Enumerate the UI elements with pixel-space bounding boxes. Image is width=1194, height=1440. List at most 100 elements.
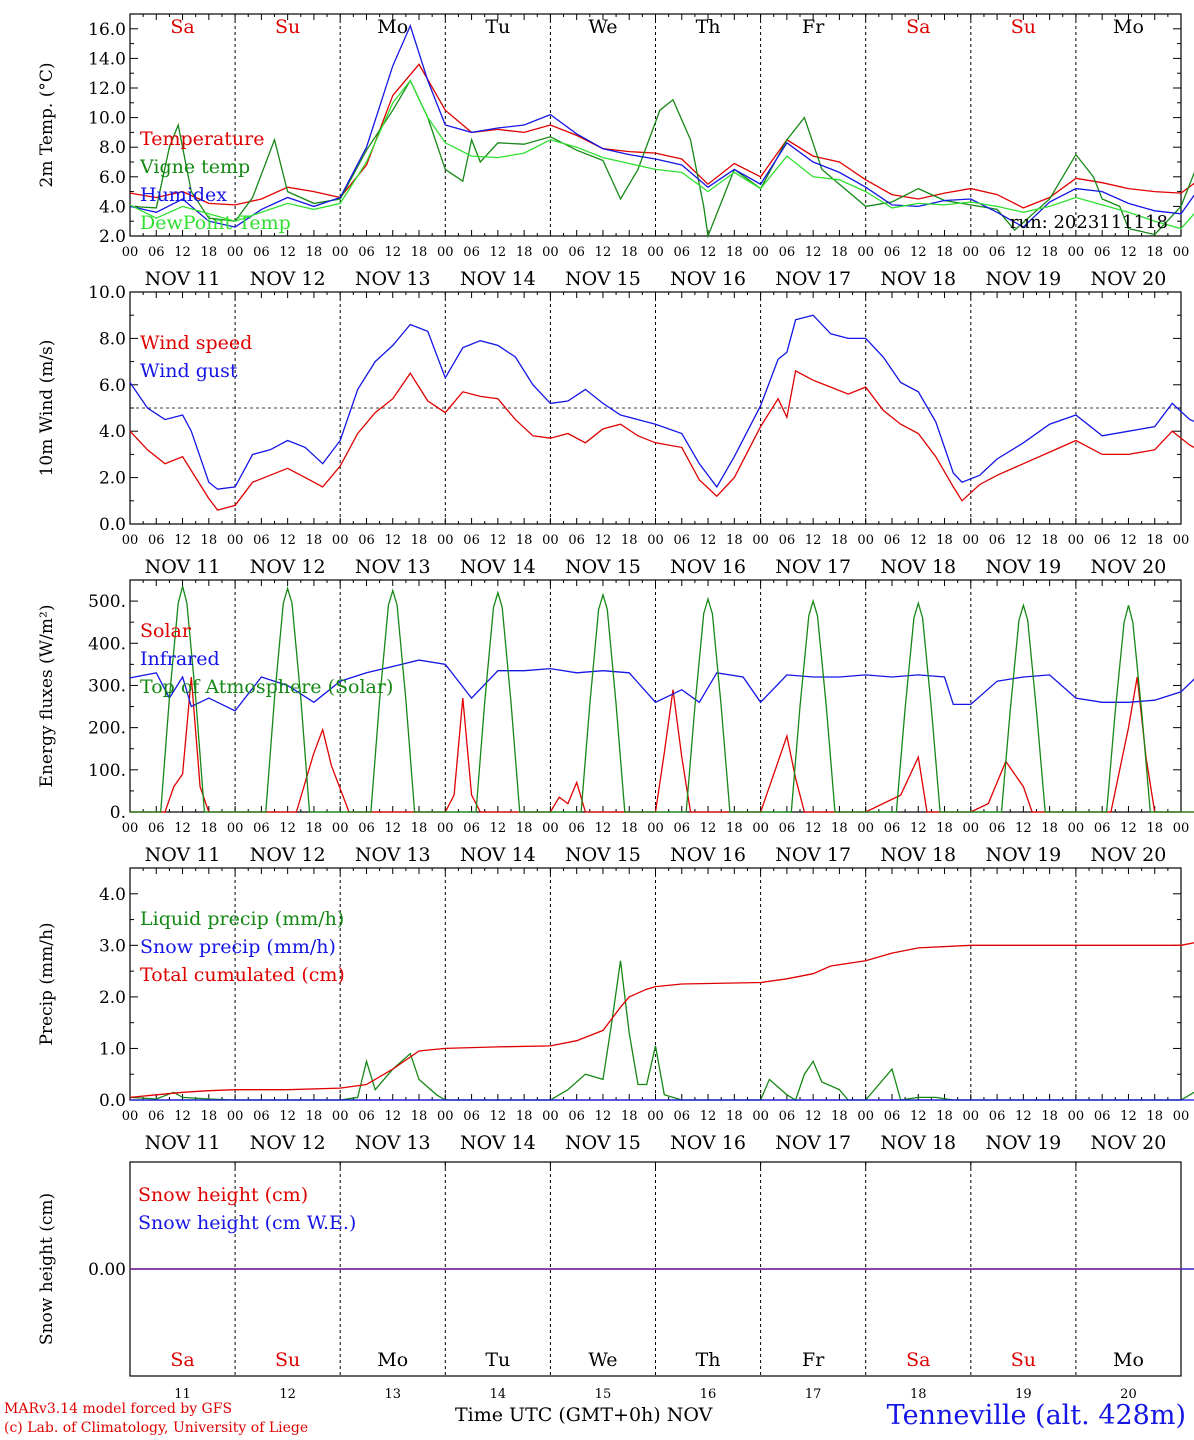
hour-tick-label: 06 [463,533,480,548]
hour-tick-label: 18 [1146,1109,1163,1124]
hour-tick-label: 00 [437,245,454,260]
hour-tick-label: 00 [963,821,980,836]
date-label: NOV 15 [565,1132,641,1154]
hour-tick-label: 18 [516,533,533,548]
series-line-dewpoint-temp [129,79,1194,230]
hour-tick-label: 12 [1015,821,1032,836]
date-label: NOV 20 [1091,556,1167,578]
hour-tick-label: 12 [805,1109,822,1124]
weekday-label: Th [696,16,721,38]
hour-tick-label: 12 [805,533,822,548]
hour-tick-label: 18 [306,1109,323,1124]
hour-tick-label: 12 [805,245,822,260]
hour-tick-label: 00 [647,533,664,548]
hour-tick-label: 00 [752,533,769,548]
hour-tick-label: 06 [463,245,480,260]
hour-tick-label: 18 [936,245,953,260]
y-axis-label: Snow height (cm) [37,1193,57,1345]
y-tick-label: 2.0 [99,469,126,489]
date-label: NOV 14 [460,556,536,578]
hour-tick-label: 12 [279,533,296,548]
series-line-temperature [129,63,1194,209]
hour-tick-label: 00 [1068,533,1085,548]
date-label: NOV 13 [355,844,431,866]
weekday-label: Fr [802,1349,825,1371]
y-tick-label: 2.0 [99,988,126,1008]
x-axis-title: Time UTC (GMT+0h) NOV [455,1404,713,1426]
hour-tick-label: 12 [595,533,612,548]
hour-tick-label: 18 [1146,533,1163,548]
hour-tick-label: 06 [358,533,375,548]
hour-tick-label: 00 [227,1109,244,1124]
hour-tick-label: 06 [148,1109,165,1124]
hour-tick-label: 00 [1068,1109,1085,1124]
hour-tick-label: 18 [516,821,533,836]
legend-entry: Wind speed [140,332,252,354]
hour-tick-label: 00 [1068,821,1085,836]
series-line-top-of-atmosphere-solar- [130,586,1194,813]
date-label: NOV 19 [985,556,1061,578]
hour-tick-label: 12 [384,533,401,548]
hour-tick-label: 18 [726,245,743,260]
hour-tick-label: 00 [542,821,559,836]
hour-tick-label: 06 [568,821,585,836]
hour-tick-label: 12 [910,245,927,260]
day-number-label: 19 [1015,1387,1032,1402]
y-tick-label: 300. [88,676,126,696]
hour-tick-label: 18 [726,533,743,548]
hour-tick-label: 18 [201,821,218,836]
hour-tick-label: 12 [595,821,612,836]
day-number-label: 12 [279,1387,296,1402]
series-line-liquid-precip-mm-h- [129,960,1194,1101]
date-label: NOV 20 [1091,268,1167,290]
hour-tick-label: 12 [279,245,296,260]
hour-tick-label: 12 [174,821,191,836]
weekday-label: Su [275,16,300,38]
legend-entry: Top of Atmosphere (Solar) [140,676,393,698]
hour-tick-label: 18 [726,821,743,836]
hour-tick-label: 12 [700,1109,717,1124]
panel-4: 0.0 1.0 2.0 3.0 4.0 Precip (mm/h) Liquid preci… [37,867,1194,1154]
hour-tick-label: 00 [857,245,874,260]
hour-tick-label: 12 [279,821,296,836]
y-tick-label: 0.0 [99,1091,126,1111]
y-tick-label: 6.0 [99,376,126,396]
date-label: NOV 15 [565,844,641,866]
date-label: NOV 14 [460,844,536,866]
hour-tick-label: 12 [595,245,612,260]
y-tick-label: 1.0 [99,1039,126,1059]
hour-tick-label: 18 [1041,245,1058,260]
hour-tick-label: 00 [1068,245,1085,260]
weekday-label: Mo [1113,16,1144,38]
hour-tick-label: 12 [490,821,507,836]
weekday-label: Sa [170,16,194,38]
y-tick-label: 4.0 [99,885,126,905]
date-label: NOV 19 [985,268,1061,290]
hour-tick-label: 18 [621,245,638,260]
legend-entry: Wind gust [140,360,238,382]
hour-tick-label: 00 [1173,1109,1190,1124]
date-label: NOV 13 [355,268,431,290]
weekday-label: Tu [485,1349,510,1371]
date-label: NOV 15 [565,268,641,290]
hour-tick-label: 18 [621,533,638,548]
panel-5: 0.00 Snow height (cm) Snow height (cm) Snow… [37,1161,1194,1402]
hour-tick-label: 18 [1146,821,1163,836]
y-tick-label: 12.0 [88,79,126,99]
y-axis-label: Energy fluxes (W/m²) [37,605,57,788]
hour-tick-label: 00 [647,1109,664,1124]
hour-tick-label: 06 [1094,821,1111,836]
y-tick-label: 8.0 [99,138,126,158]
hour-tick-label: 18 [201,1109,218,1124]
footer-credits: MARv3.14 model forced by GFS (c) Lab. of… [4,1400,308,1438]
legend-entry: DewPoint Temp [140,212,291,234]
hour-tick-label: 12 [595,1109,612,1124]
date-label: NOV 16 [670,844,746,866]
hour-tick-label: 12 [1015,245,1032,260]
date-label: NOV 18 [880,556,956,578]
date-label: NOV 14 [460,1132,536,1154]
hour-tick-label: 06 [989,533,1006,548]
model-credit: MARv3.14 model forced by GFS [4,1401,233,1417]
day-number-label: 13 [384,1387,401,1402]
